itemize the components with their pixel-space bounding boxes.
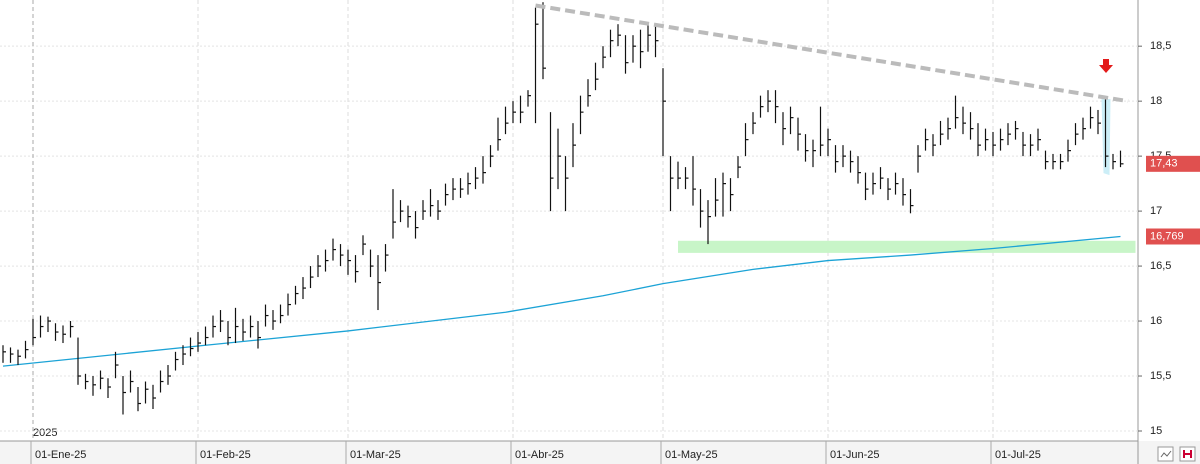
signal-arrow	[1099, 59, 1113, 73]
icon	[1183, 450, 1192, 458]
corner-icons[interactable]	[1157, 446, 1196, 462]
price-label: 16,769	[1150, 230, 1184, 242]
y-tick-label: 18,5	[1150, 40, 1171, 52]
y-tick-label: 15	[1150, 425, 1162, 437]
y-tick-label: 16	[1150, 315, 1162, 327]
x-tick-label: 01-Jul-25	[995, 449, 1041, 461]
price-label-box	[1146, 155, 1200, 172]
x-tick-label: 01-Jun-25	[830, 449, 880, 461]
price-label: 17,43	[1150, 158, 1178, 170]
trendline	[535, 3, 1129, 104]
x-tick-label: 01-Feb-25	[200, 449, 251, 461]
price-label-box	[1146, 228, 1200, 245]
y-tick-label: 15,5	[1150, 370, 1171, 382]
x-axis-band	[0, 441, 1200, 464]
x-tick-label: 01-Ene-25	[35, 449, 86, 461]
x-tick-label: 01-Abr-25	[515, 449, 564, 461]
x-tick-label: 01-Mar-25	[350, 449, 401, 461]
moving-average	[2, 235, 1121, 367]
y-tick-label: 18	[1150, 95, 1162, 107]
x-tick-label: 01-May-25	[665, 449, 718, 461]
y-tick-label: 16,5	[1150, 260, 1171, 272]
year-label: 2025	[33, 427, 57, 439]
y-tick-label: 17	[1150, 205, 1162, 217]
support-zone	[678, 240, 1136, 253]
icon	[1160, 450, 1172, 458]
